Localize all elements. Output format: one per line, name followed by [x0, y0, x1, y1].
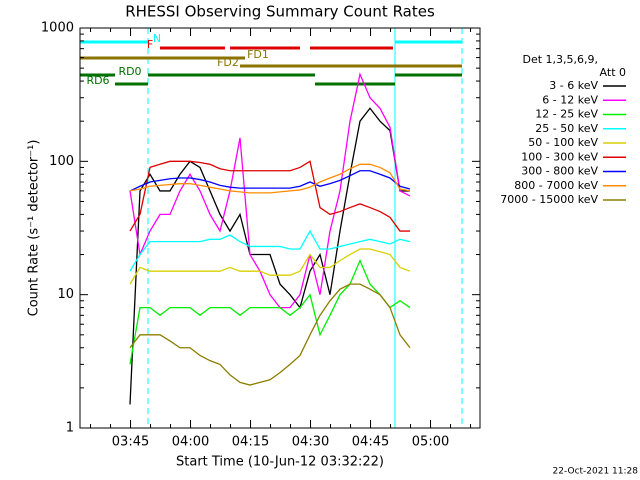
series-line	[129, 72, 411, 309]
series-line	[129, 258, 411, 365]
legend-label: 6 - 12 keV	[542, 93, 598, 106]
legend-label: 12 - 25 keV	[535, 108, 598, 121]
x-tick-label: 04:30	[292, 435, 329, 450]
series-line	[129, 107, 410, 405]
flag-label: RD6	[86, 74, 109, 87]
series-line	[129, 248, 411, 285]
series-line	[129, 170, 411, 192]
legend-title: Att 0	[600, 66, 626, 79]
flag-label: N	[153, 32, 161, 45]
legend-label: 50 - 100 keV	[528, 136, 598, 149]
y-tick-label: 100	[49, 154, 74, 169]
flag-label: RD0	[118, 65, 141, 78]
legend-label: 100 - 300 keV	[521, 150, 598, 163]
series-line	[129, 163, 411, 194]
series-line	[129, 283, 411, 386]
plot-area	[80, 28, 463, 428]
legend-label: 800 - 7000 keV	[514, 179, 598, 192]
legend-label: 300 - 800 keV	[521, 165, 598, 178]
chart-title: RHESSI Observing Summary Count Rates	[125, 3, 435, 21]
legend-label: 7000 - 15000 keV	[500, 193, 598, 206]
axis-frame	[79, 27, 481, 429]
legend-label: 3 - 6 keV	[549, 79, 598, 92]
y-tick-label: 10	[57, 287, 74, 302]
x-axis-label: Start Time (10-Jun-12 03:32:22)	[176, 455, 384, 470]
footer: 22-Oct-2021 11:28	[553, 467, 639, 477]
y-tick-label: 1000	[41, 21, 74, 36]
legend-title: Det 1,3,5,6,9,	[522, 53, 598, 66]
legend-label: 25 - 50 keV	[535, 122, 598, 135]
y-axis-label: Count Rate (s⁻¹ detector⁻¹)	[27, 140, 42, 317]
x-tick-label: 04:45	[352, 435, 389, 450]
flag-label: FD1	[247, 48, 269, 61]
flag-label: FD2	[217, 56, 239, 69]
x-tick-label: 04:00	[172, 435, 209, 450]
x-tick-label: 05:00	[412, 435, 449, 450]
y-tick-label: 1	[66, 421, 74, 436]
flag-label: F	[147, 38, 153, 51]
series-line	[129, 229, 411, 272]
x-tick-label: 04:15	[232, 435, 269, 450]
x-tick-label: 03:45	[112, 435, 149, 450]
series-line	[129, 160, 410, 232]
